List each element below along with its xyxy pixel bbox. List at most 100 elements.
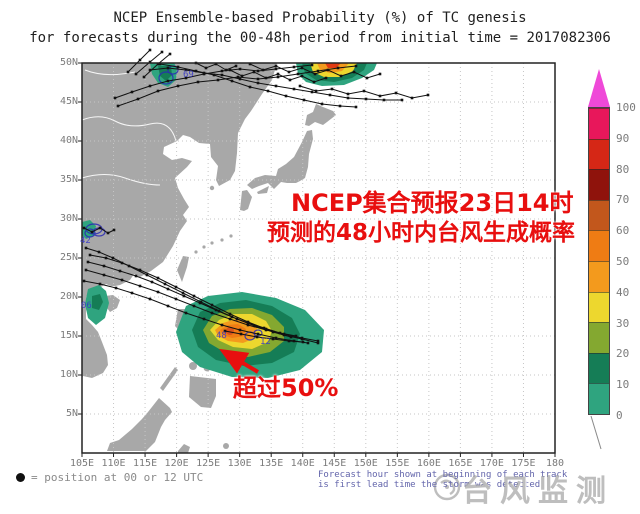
- colorbar-bottom-pointer: [590, 415, 602, 450]
- storm-position-dot: [148, 84, 152, 88]
- storm-position-dot: [300, 74, 304, 78]
- storm-position-dot: [174, 285, 178, 289]
- storm-position-dot: [134, 72, 138, 76]
- storm-position-dot: [238, 328, 242, 332]
- forecast-hour-label: 06: [81, 301, 92, 311]
- storm-position-dot: [296, 72, 300, 76]
- x-tick-label: 175E: [511, 458, 536, 469]
- chart-subtitle: for forecasts during the 00-48h period f…: [29, 30, 611, 46]
- y-tick-label: 10N: [59, 369, 78, 380]
- storm-position-dot: [287, 339, 291, 343]
- storm-position-dot: [98, 282, 102, 286]
- storm-position-dot: [118, 269, 122, 273]
- province-borders: [81, 69, 177, 186]
- land-mindanao: [189, 376, 216, 408]
- colorbar-segment: [589, 261, 609, 292]
- storm-position-dot: [98, 226, 102, 230]
- storm-position-dot: [156, 62, 160, 66]
- storm-position-dot: [130, 291, 134, 295]
- storm-position-dot: [104, 256, 108, 260]
- storm-position-dot: [228, 317, 232, 321]
- storm-position-dot: [236, 75, 240, 79]
- y-tick-label: 30N: [59, 213, 78, 224]
- storm-position-dot: [313, 72, 317, 76]
- storm-position-dot: [338, 104, 342, 108]
- graticule: [82, 63, 555, 453]
- storm-position-dot: [264, 327, 268, 331]
- land-ryukyu: [229, 234, 233, 238]
- storm-position-dot: [301, 340, 305, 344]
- land-ryukyu: [202, 245, 206, 249]
- y-tick-label: 45N: [59, 96, 78, 107]
- land-mainland-asia: [82, 63, 277, 379]
- storm-position-dot: [148, 68, 152, 72]
- storm-position-dot: [239, 332, 243, 336]
- colorbar-segment: [589, 199, 609, 231]
- storm-position-dot: [116, 104, 120, 108]
- storm-position-dot: [176, 84, 180, 88]
- storm-position-dot: [86, 260, 90, 264]
- colorbar-level-label: 30: [616, 316, 630, 330]
- storm-position-dot: [306, 341, 310, 345]
- storm-position-dot: [82, 279, 86, 283]
- storm-position-dot: [228, 68, 232, 72]
- storm-position-dot: [262, 326, 266, 330]
- annotation-headline-line1: NCEP集合预报23日14时: [291, 189, 574, 217]
- storm-position-dot: [238, 77, 242, 81]
- x-tick-label: 140E: [290, 458, 315, 469]
- y-tick-label: 5N: [65, 408, 78, 419]
- x-tick-label: 150E: [353, 458, 378, 469]
- storm-position-dot: [148, 48, 152, 52]
- storm-position-dot: [148, 60, 152, 64]
- storm-position-dot: [145, 273, 149, 277]
- storm-position-dot: [182, 294, 186, 298]
- storm-position-dot: [276, 75, 280, 79]
- forecast-hour-label: 48: [216, 331, 227, 341]
- storm-position-dot: [196, 80, 200, 84]
- y-tick-label: 15N: [59, 330, 78, 341]
- storm-position-dot: [378, 94, 382, 98]
- storm-position-dot: [310, 63, 314, 67]
- storm-position-dot: [156, 89, 160, 93]
- storm-position-dot: [346, 96, 350, 100]
- storm-position-dot: [210, 303, 214, 307]
- storm-position-dot: [354, 105, 358, 109]
- storm-position-dot: [312, 80, 316, 84]
- storm-position-dot: [130, 90, 134, 94]
- colorbar-level-label: 100: [616, 101, 636, 114]
- storm-position-dot: [292, 65, 296, 69]
- footnote-line2: is first lead time the storm was detecte…: [318, 480, 541, 490]
- land-shikoku: [257, 186, 269, 194]
- storm-position-dot: [400, 98, 404, 102]
- x-tick-label: 135E: [259, 458, 284, 469]
- land-sulawesi: [178, 444, 190, 453]
- y-tick-label: 50N: [59, 57, 78, 68]
- colorbar-level-label: 0: [616, 409, 623, 422]
- axis-ticks: [78, 62, 556, 457]
- storm-position-dot: [158, 62, 162, 66]
- colorbar-level-label: 10: [616, 378, 630, 392]
- storm-position-dot: [314, 89, 318, 93]
- storm-position-dot: [316, 339, 320, 343]
- storm-position-dot: [150, 280, 154, 284]
- colorbar-segment: [589, 169, 609, 200]
- storm-position-dot: [410, 96, 414, 100]
- storm-position-dot: [112, 228, 116, 232]
- land-ryukyu: [220, 238, 224, 242]
- storm-position-dot: [240, 74, 244, 78]
- storm-position-dot: [148, 297, 152, 301]
- storm-position-dot: [82, 226, 86, 230]
- storm-position-dot: [194, 69, 198, 73]
- storm-position-dot: [97, 250, 101, 254]
- track-legend-text: = position at 00 or 12 UTC: [31, 471, 204, 484]
- storm-position-dot: [310, 90, 314, 94]
- y-tick-label: 35N: [59, 174, 78, 185]
- storm-position-dot: [256, 69, 260, 73]
- colorbar-level-label: 50: [616, 255, 630, 268]
- x-tick-label: 165E: [448, 458, 473, 469]
- x-tick-label: 160E: [416, 458, 441, 469]
- storm-position-dot: [156, 276, 160, 280]
- storm-position-dot: [339, 74, 343, 78]
- storm-position-dot: [284, 94, 288, 98]
- forecast-hour-label: 69: [183, 70, 194, 80]
